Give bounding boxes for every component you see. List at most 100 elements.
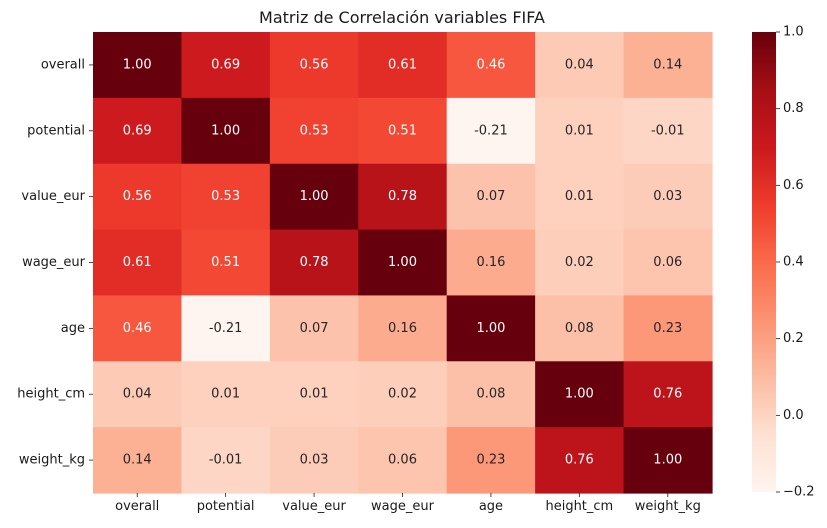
- heatmap-cell-value_eur-value_eur: [269, 163, 359, 231]
- cell-value-label: 1.00: [476, 321, 505, 336]
- heatmap-cell-potential-value_eur: [269, 97, 359, 165]
- cell-value-label: 1.00: [300, 189, 329, 204]
- heatmap-cell-age-height_cm: [535, 295, 625, 362]
- heatmap-cell-height_cm-value_eur: [269, 361, 359, 428]
- cell-value-label: 0.07: [300, 321, 329, 336]
- heatmap-cell-overall-age: [446, 32, 536, 99]
- heatmap-cell-value_eur-age: [446, 163, 536, 231]
- heatmap-cell-height_cm-height_cm: [535, 361, 625, 428]
- heatmap-cell-age-potential: [181, 295, 271, 362]
- heatmap-cell-weight_kg-overall: [93, 427, 183, 494]
- heatmap-cell-overall-potential: [181, 32, 271, 99]
- heatmap-cell-wage_eur-weight_kg: [623, 229, 713, 297]
- heatmap-cell-wage_eur-height_cm: [535, 229, 625, 297]
- heatmap-cell-potential-weight_kg: [623, 97, 713, 165]
- heatmap-cell-overall-weight_kg: [623, 32, 713, 99]
- cell-value-label: 0.14: [653, 57, 682, 72]
- colorbar-gradient: [752, 32, 776, 492]
- x-tick-label-potential: potential: [197, 499, 255, 514]
- heatmap-cell-potential-overall: [93, 97, 183, 165]
- colorbar-tick-label: 0.0: [783, 408, 804, 423]
- heatmap-cell-wage_eur-wage_eur: [358, 229, 448, 297]
- cell-value-label: 0.23: [653, 321, 682, 336]
- y-tick-label-weight_kg: weight_kg: [19, 453, 85, 468]
- cell-value-label: 0.53: [211, 189, 240, 204]
- heatmap-cell-weight_kg-height_cm: [535, 427, 625, 494]
- colorbar-tick-label: 0.2: [783, 331, 804, 346]
- cell-value-label: 1.00: [653, 453, 682, 468]
- x-tick-label-overall: overall: [115, 499, 159, 514]
- heatmap-cell-age-value_eur: [269, 295, 359, 362]
- heatmap-cell-age-overall: [93, 295, 183, 362]
- heatmap-cell-potential-wage_eur: [358, 97, 448, 165]
- colorbar-tick-label: 0.4: [783, 255, 804, 270]
- heatmap-cell-value_eur-wage_eur: [358, 163, 448, 231]
- x-axis-ticks: overall potential value_eur wage_eur age heig…: [115, 493, 701, 514]
- heatmap-cell-value_eur-height_cm: [535, 163, 625, 231]
- heatmap-cell-labels: 1.00 0.69 0.56 0.61 0.46 0.04 0.14 0.69 1.00 0.53…: [123, 57, 685, 467]
- cell-value-label: 0.04: [123, 387, 152, 402]
- cell-value-label: 0.46: [123, 321, 152, 336]
- cell-value-label: 0.08: [565, 321, 594, 336]
- heatmap-cell-wage_eur-potential: [181, 229, 271, 297]
- cell-value-label: 0.76: [565, 453, 594, 468]
- y-tick-label-height_cm: height_cm: [17, 387, 85, 402]
- cell-value-label: 0.01: [565, 123, 594, 138]
- cell-value-label: 0.53: [300, 123, 329, 138]
- cell-value-label: 0.78: [388, 189, 417, 204]
- cell-value-label: 0.51: [388, 123, 417, 138]
- heatmap-cell-potential-potential: [181, 97, 271, 165]
- cell-value-label: 0.56: [123, 189, 152, 204]
- heatmap-cell-value_eur-weight_kg: [623, 163, 713, 231]
- heatmap-cell-wage_eur-value_eur: [269, 229, 359, 297]
- cell-value-label: 0.08: [476, 387, 505, 402]
- cell-value-label: 0.06: [653, 255, 682, 270]
- heatmap-cell-overall-value_eur: [269, 32, 359, 99]
- x-tick-label-age: age: [479, 499, 503, 514]
- y-tick-label-value_eur: value_eur: [21, 189, 85, 204]
- cell-value-label: 0.23: [476, 453, 505, 468]
- y-tick-label-potential: potential: [27, 123, 85, 138]
- cell-value-label: 0.02: [565, 255, 594, 270]
- cell-value-label: 1.00: [123, 57, 152, 72]
- cell-value-label: 0.07: [476, 189, 505, 204]
- cell-value-label: 0.78: [300, 255, 329, 270]
- heatmap-cell-overall-wage_eur: [358, 32, 448, 99]
- heatmap-cell-height_cm-wage_eur: [358, 361, 448, 428]
- colorbar-tick-label: 0.8: [783, 101, 804, 116]
- x-tick-label-height_cm: height_cm: [545, 499, 613, 514]
- cell-value-label: 0.56: [300, 57, 329, 72]
- heatmap-cell-height_cm-weight_kg: [623, 361, 713, 428]
- cell-value-label: 0.02: [388, 387, 417, 402]
- heatmap-cell-wage_eur-overall: [93, 229, 183, 297]
- heatmap-cell-potential-height_cm: [535, 97, 625, 165]
- colorbar: −0.2 0.0 0.2 0.4 0.6 0.8 1.0: [752, 25, 815, 500]
- y-tick-label-wage_eur: wage_eur: [22, 255, 86, 270]
- heatmap-cell-weight_kg-weight_kg: [623, 427, 713, 494]
- cell-value-label: 0.16: [476, 255, 505, 270]
- heatmap-cell-weight_kg-age: [446, 427, 536, 494]
- heatmap-cell-height_cm-potential: [181, 361, 271, 428]
- colorbar-tick-label: −0.2: [783, 485, 815, 500]
- cell-value-label: -0.21: [209, 321, 243, 336]
- cell-value-label: 0.01: [211, 387, 240, 402]
- cell-value-label: 0.01: [565, 189, 594, 204]
- heatmap-cell-value_eur-overall: [93, 163, 183, 231]
- cell-value-label: 0.14: [123, 453, 152, 468]
- cell-value-label: 0.03: [300, 453, 329, 468]
- colorbar-tick-label: 1.0: [783, 25, 804, 40]
- heatmap-cell-age-age: [446, 295, 536, 362]
- y-tick-label-age: age: [61, 321, 85, 336]
- cell-value-label: -0.01: [209, 453, 243, 468]
- cell-value-label: 0.06: [388, 453, 417, 468]
- cell-value-label: 0.76: [653, 387, 682, 402]
- cell-value-label: -0.01: [651, 123, 685, 138]
- heatmap-cell-height_cm-overall: [93, 361, 183, 428]
- heatmap-cell-weight_kg-potential: [181, 427, 271, 494]
- heatmap-cell-age-wage_eur: [358, 295, 448, 362]
- cell-value-label: 1.00: [388, 255, 417, 270]
- colorbar-tick-label: 0.6: [783, 178, 804, 193]
- heatmap-cells: [93, 32, 713, 494]
- cell-value-label: 0.61: [123, 255, 152, 270]
